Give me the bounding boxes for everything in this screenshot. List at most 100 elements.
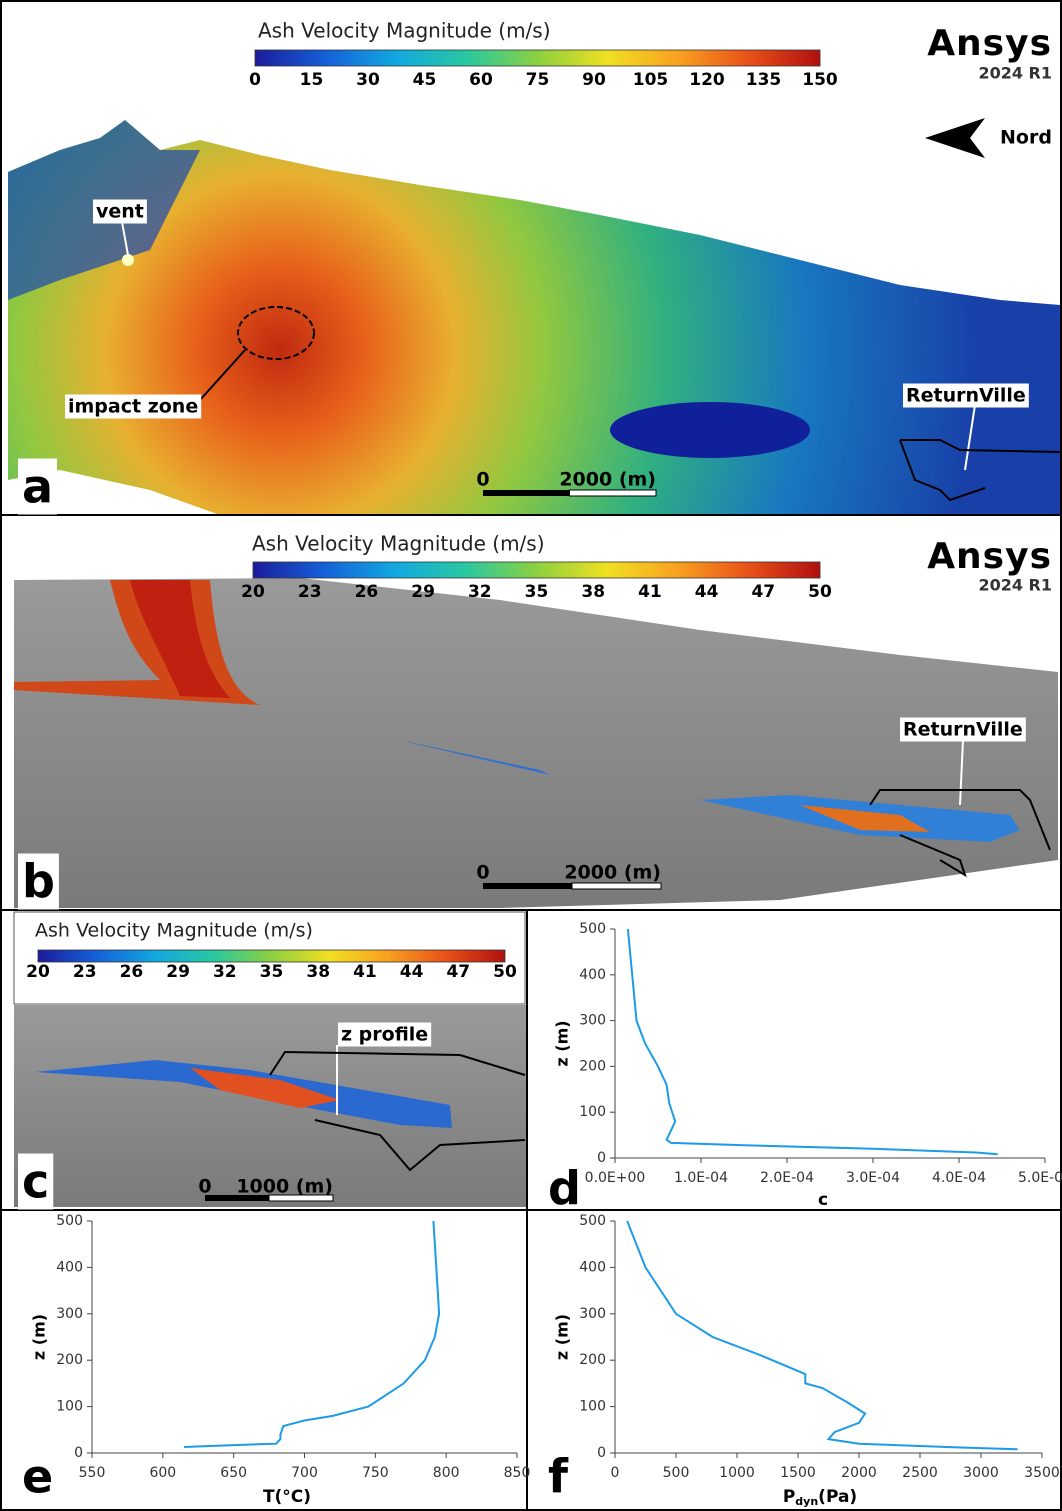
y-tick-label: 300 bbox=[579, 1013, 606, 1029]
colorbar-tick-label: 32 bbox=[213, 962, 237, 982]
y-tick-label: 300 bbox=[579, 1306, 606, 1322]
y-tick-label: 0 bbox=[74, 1445, 83, 1461]
colorbar-tick-label: 26 bbox=[120, 962, 144, 982]
colorbar-tick-label: 26 bbox=[355, 582, 379, 602]
y-axis-label: z (m) bbox=[553, 1020, 572, 1066]
x-tick-label: 3.0E-04 bbox=[846, 1170, 900, 1186]
x-tick-label: 5.0E-04 bbox=[1018, 1170, 1062, 1186]
colorbar-tick-label: 0 bbox=[249, 70, 261, 90]
data-line bbox=[627, 1221, 1017, 1449]
colorbar-title: Ash Velocity Magnitude (m/s) bbox=[258, 19, 551, 43]
y-tick-label: 200 bbox=[579, 1058, 606, 1074]
x-axis-label: Pdyn(Pa) bbox=[783, 1487, 857, 1508]
colorbar-tick-label: 150 bbox=[802, 70, 838, 90]
x-axis-label: T(°C) bbox=[263, 1487, 311, 1507]
colorbar-tick-label: 50 bbox=[493, 962, 517, 982]
y-tick-label: 100 bbox=[579, 1399, 606, 1415]
x-tick-label: 2500 bbox=[902, 1465, 938, 1481]
x-tick-label: 1.0E-04 bbox=[674, 1170, 728, 1186]
colorbar bbox=[38, 950, 505, 962]
annotation: ReturnVille bbox=[906, 385, 1026, 407]
colorbar-title: Ash Velocity Magnitude (m/s) bbox=[35, 920, 313, 942]
colorbar-tick-label: 35 bbox=[260, 962, 284, 982]
y-tick-label: 400 bbox=[56, 1259, 83, 1275]
logo: Ansys bbox=[927, 23, 1052, 64]
x-tick-label: 700 bbox=[291, 1465, 318, 1481]
scale-bar bbox=[483, 883, 572, 889]
y-tick-label: 0 bbox=[597, 1150, 606, 1166]
y-tick-label: 200 bbox=[56, 1352, 83, 1368]
page: {"panels": [ {"letter": "a", "colorbar":… bbox=[0, 0, 1062, 1511]
colorbar-tick-label: 120 bbox=[689, 70, 725, 90]
x-tick-label: 2000 bbox=[841, 1465, 877, 1481]
y-axis-label: z (m) bbox=[553, 1314, 572, 1360]
scale-label: 2000 (m) bbox=[559, 469, 656, 491]
vent-point bbox=[122, 254, 134, 266]
x-tick-label: 550 bbox=[79, 1465, 106, 1481]
x-axis-label-part: P bbox=[783, 1487, 795, 1507]
x-axis-label-part: c bbox=[818, 1190, 828, 1210]
colorbar-tick-label: 15 bbox=[300, 70, 324, 90]
y-tick-label: 500 bbox=[56, 1213, 83, 1229]
panel-label: d bbox=[548, 1162, 581, 1216]
colorbar-tick-label: 60 bbox=[469, 70, 493, 90]
figure: Ash Velocity Magnitude (m/s)015304560759… bbox=[0, 0, 1062, 1511]
x-tick-label: 850 bbox=[504, 1465, 531, 1481]
x-axis-label-part: T(°C) bbox=[263, 1487, 311, 1507]
colorbar-tick-label: 32 bbox=[468, 582, 492, 602]
x-axis-label-part: (Pa) bbox=[818, 1487, 857, 1507]
north-label: Nord bbox=[1000, 127, 1052, 149]
colorbar-tick-label: 29 bbox=[411, 582, 435, 602]
colorbar-title: Ash Velocity Magnitude (m/s) bbox=[252, 532, 545, 556]
lake bbox=[610, 402, 810, 458]
data-line bbox=[628, 929, 998, 1154]
scale-bar bbox=[483, 490, 570, 496]
body: Ash Velocity Magnitude (m/s)015304560759… bbox=[0, 0, 1062, 1511]
x-tick-label: 1000 bbox=[719, 1465, 755, 1481]
scale-label: 0 bbox=[476, 862, 489, 884]
colorbar-tick-label: 44 bbox=[400, 962, 424, 982]
colorbar-tick-label: 23 bbox=[298, 582, 322, 602]
x-axis-label-part: dyn bbox=[795, 1495, 818, 1508]
y-tick-label: 400 bbox=[579, 967, 606, 983]
scale-bar bbox=[572, 883, 661, 889]
colorbar-tick-label: 45 bbox=[413, 70, 437, 90]
colorbar-tick-label: 29 bbox=[166, 962, 190, 982]
colorbar-tick-label: 75 bbox=[526, 70, 550, 90]
x-axis-label: c bbox=[818, 1190, 828, 1210]
colorbar-tick-label: 23 bbox=[73, 962, 97, 982]
annotation: impact zone bbox=[68, 396, 198, 418]
scale-label: 0 bbox=[476, 469, 489, 491]
colorbar-tick-label: 38 bbox=[581, 582, 605, 602]
x-tick-label: 500 bbox=[663, 1465, 690, 1481]
x-tick-label: 3500 bbox=[1024, 1465, 1060, 1481]
logo-version: 2024 R1 bbox=[978, 576, 1052, 595]
colorbar bbox=[253, 562, 820, 578]
colorbar-tick-label: 35 bbox=[525, 582, 549, 602]
logo-version: 2024 R1 bbox=[978, 64, 1052, 83]
panel-label: f bbox=[548, 1450, 569, 1504]
colorbar-tick-label: 38 bbox=[306, 962, 330, 982]
x-tick-label: 600 bbox=[149, 1465, 176, 1481]
scale-label: 1000 (m) bbox=[236, 1176, 333, 1198]
colorbar-tick-label: 44 bbox=[695, 582, 719, 602]
x-tick-label: 1500 bbox=[780, 1465, 816, 1481]
panel-label: a bbox=[22, 460, 53, 514]
colorbar-tick-label: 50 bbox=[808, 582, 832, 602]
colorbar-tick-label: 47 bbox=[446, 962, 470, 982]
annotation: vent bbox=[96, 201, 144, 223]
y-tick-label: 400 bbox=[579, 1259, 606, 1275]
scale-label: 0 bbox=[198, 1176, 211, 1198]
panel-label: b bbox=[22, 855, 55, 909]
x-tick-label: 0 bbox=[611, 1465, 620, 1481]
scale-bar bbox=[570, 490, 657, 496]
y-axis-label: z (m) bbox=[30, 1314, 49, 1360]
data-line bbox=[184, 1221, 439, 1447]
colorbar-tick-label: 47 bbox=[751, 582, 775, 602]
logo: Ansys bbox=[927, 536, 1052, 577]
annotation: z profile bbox=[341, 1024, 428, 1046]
colorbar-tick-label: 105 bbox=[633, 70, 669, 90]
x-tick-label: 650 bbox=[220, 1465, 247, 1481]
panel-label: e bbox=[22, 1450, 53, 1504]
colorbar-tick-label: 20 bbox=[26, 962, 50, 982]
